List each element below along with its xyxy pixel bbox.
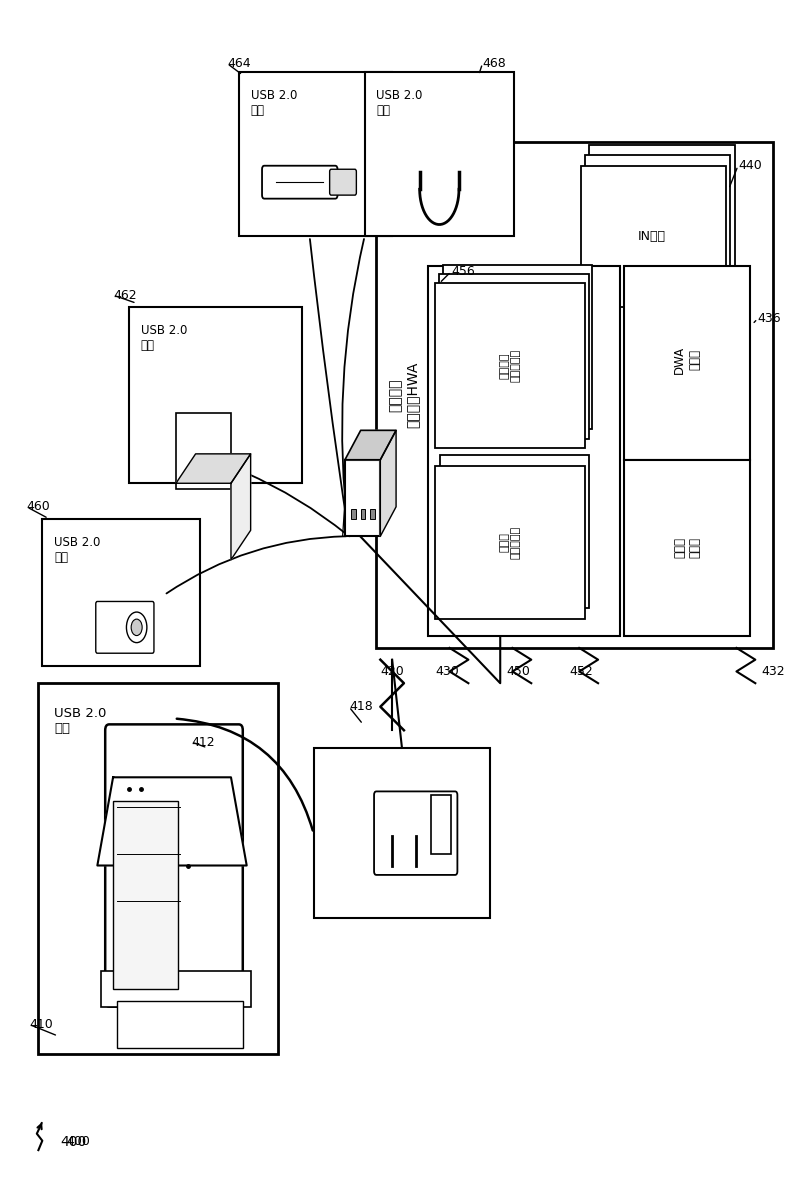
Bar bbox=[443, 264, 592, 430]
Text: 400: 400 bbox=[66, 1135, 90, 1148]
Bar bbox=[365, 71, 514, 237]
Bar bbox=[431, 795, 451, 853]
Bar bbox=[427, 265, 620, 637]
Circle shape bbox=[126, 612, 147, 643]
Text: 450: 450 bbox=[506, 665, 530, 678]
Polygon shape bbox=[380, 431, 396, 537]
Bar bbox=[624, 459, 750, 637]
Bar bbox=[440, 455, 589, 608]
Text: 400: 400 bbox=[61, 1135, 87, 1148]
FancyBboxPatch shape bbox=[106, 725, 242, 1007]
Text: 410: 410 bbox=[29, 1017, 53, 1031]
Bar bbox=[176, 413, 231, 489]
Text: USB 2.0
设备: USB 2.0 设备 bbox=[250, 89, 297, 118]
Bar bbox=[585, 155, 730, 296]
Polygon shape bbox=[176, 453, 250, 483]
Text: IN终点: IN终点 bbox=[638, 230, 666, 243]
Text: 460: 460 bbox=[26, 500, 50, 513]
Bar bbox=[370, 509, 375, 519]
Polygon shape bbox=[231, 453, 250, 559]
Bar bbox=[314, 747, 490, 919]
Bar bbox=[435, 283, 585, 447]
Bar bbox=[590, 144, 734, 286]
FancyBboxPatch shape bbox=[262, 165, 338, 199]
Bar bbox=[345, 459, 380, 537]
Text: 430: 430 bbox=[435, 665, 459, 678]
Bar bbox=[38, 683, 278, 1053]
Text: 设备线缆
适配器：HWA: 设备线缆 适配器：HWA bbox=[389, 362, 419, 428]
Bar bbox=[439, 274, 589, 439]
Text: 464: 464 bbox=[227, 57, 250, 70]
Bar bbox=[581, 165, 726, 307]
Text: USB 2.0
主机: USB 2.0 主机 bbox=[54, 707, 106, 734]
Circle shape bbox=[131, 619, 142, 635]
FancyBboxPatch shape bbox=[96, 601, 154, 653]
Bar bbox=[42, 519, 199, 665]
Text: 412: 412 bbox=[192, 735, 215, 749]
Polygon shape bbox=[98, 777, 246, 865]
Text: 452: 452 bbox=[569, 665, 593, 678]
Bar bbox=[435, 465, 585, 619]
Bar bbox=[239, 71, 392, 237]
Bar bbox=[351, 509, 356, 519]
Bar bbox=[377, 142, 774, 647]
Text: 468: 468 bbox=[482, 57, 506, 70]
Text: 456: 456 bbox=[451, 265, 475, 278]
FancyBboxPatch shape bbox=[374, 791, 458, 875]
Text: USB 2.0
设备: USB 2.0 设备 bbox=[377, 89, 422, 118]
Text: 432: 432 bbox=[762, 665, 786, 678]
Text: 418: 418 bbox=[349, 700, 373, 713]
Text: 储存器组
循环缓存器: 储存器组 循环缓存器 bbox=[499, 349, 521, 382]
Bar bbox=[102, 971, 250, 1007]
Bar bbox=[361, 509, 366, 519]
FancyBboxPatch shape bbox=[330, 169, 356, 195]
Bar bbox=[129, 307, 302, 483]
Bar bbox=[113, 801, 178, 989]
Text: USB 2.0
设备: USB 2.0 设备 bbox=[141, 325, 187, 352]
Text: 436: 436 bbox=[758, 312, 782, 325]
Text: 缓冲器
控制器: 缓冲器 控制器 bbox=[673, 538, 701, 558]
Text: DWA
终制器: DWA 终制器 bbox=[673, 346, 701, 374]
Text: 440: 440 bbox=[738, 159, 762, 173]
Bar bbox=[624, 265, 750, 459]
Text: USB 2.0
设备: USB 2.0 设备 bbox=[54, 537, 101, 564]
Text: 420: 420 bbox=[380, 665, 404, 678]
Text: 主机有线
适配器：HWA: 主机有线 适配器：HWA bbox=[388, 793, 416, 856]
Text: 462: 462 bbox=[113, 289, 137, 301]
Bar bbox=[117, 1001, 242, 1048]
Polygon shape bbox=[345, 431, 396, 459]
Text: 存储器
循环缓存器: 存储器 循环缓存器 bbox=[499, 526, 521, 558]
